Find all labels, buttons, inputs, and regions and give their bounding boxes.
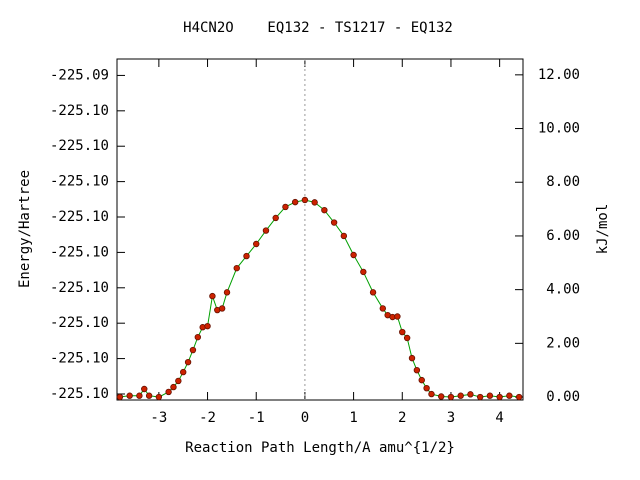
y2-tick-label: 10.00 <box>538 121 580 137</box>
y-tick-label: -225.10 <box>50 209 109 225</box>
x-tick-label: -1 <box>248 410 265 426</box>
data-point <box>340 232 348 240</box>
data-point <box>170 383 177 391</box>
data-point <box>175 377 182 385</box>
y-tick-label: -225.10 <box>50 138 109 154</box>
data-point <box>184 358 192 366</box>
data-point <box>403 334 411 342</box>
data-point <box>194 333 202 341</box>
data-point <box>209 292 216 300</box>
series-line <box>119 199 520 398</box>
data-point <box>408 354 416 362</box>
data-point <box>223 289 231 296</box>
data-point <box>311 199 318 206</box>
y2-tick-label: 8.00 <box>546 174 580 190</box>
data-point <box>438 393 445 400</box>
data-point <box>141 385 148 393</box>
chart-title: H4CN2O EQ132 - TS1217 - EQ132 <box>183 20 453 36</box>
data-point <box>423 384 430 392</box>
data-point <box>165 388 172 396</box>
data-point <box>218 305 226 312</box>
data-point <box>399 328 406 336</box>
y-tick-label: -225.10 <box>50 280 109 296</box>
data-point <box>379 305 386 312</box>
y-tick-label: -225.10 <box>50 315 109 331</box>
data-point <box>486 392 494 399</box>
data-point <box>291 198 299 206</box>
data-point <box>301 196 309 204</box>
x-tick-label: -2 <box>199 410 216 426</box>
data-point <box>253 240 260 248</box>
data-point <box>447 393 455 401</box>
y-tick-label: -225.09 <box>50 67 109 83</box>
x-tick-label: 4 <box>495 410 503 426</box>
y2-axis-label: kJ/mol <box>595 204 611 255</box>
y-tick-label: -225.10 <box>50 351 109 367</box>
data-point <box>360 268 367 276</box>
data-point <box>394 313 401 320</box>
data-point <box>369 289 377 296</box>
data-point <box>457 392 464 399</box>
data-point <box>428 390 435 398</box>
y-tick-label: -225.10 <box>50 386 109 402</box>
y2-tick-label: 12.00 <box>538 67 580 83</box>
data-point <box>243 252 250 260</box>
x-tick-label: 0 <box>301 410 309 426</box>
data-point <box>136 392 143 399</box>
x-tick-label: -3 <box>150 410 167 426</box>
data-point <box>126 392 133 399</box>
x-axis-label: Reaction Path Length/A amu^{1/2} <box>185 440 455 456</box>
data-point <box>145 392 153 399</box>
y-tick-label: -225.10 <box>50 103 109 119</box>
x-tick-label: 2 <box>398 410 406 426</box>
data-point <box>272 214 279 222</box>
data-point <box>476 393 484 401</box>
data-point <box>155 393 163 401</box>
data-point <box>413 366 421 374</box>
y2-tick-label: 4.00 <box>546 282 580 298</box>
data-point <box>515 393 523 401</box>
y-tick-label: -225.10 <box>50 174 109 190</box>
x-tick-label: 3 <box>447 410 455 426</box>
plot-frame <box>116 58 524 401</box>
y-tick-label: -225.10 <box>50 244 109 260</box>
data-point <box>180 368 187 376</box>
data-point <box>330 219 338 226</box>
data-point <box>496 393 503 401</box>
data-point <box>262 227 270 234</box>
data-point <box>321 206 328 214</box>
data-point <box>467 391 474 398</box>
data-point <box>418 376 425 384</box>
data-point <box>116 393 124 401</box>
data-point <box>282 203 289 211</box>
data-point <box>350 251 357 259</box>
y2-tick-label: 6.00 <box>546 228 580 244</box>
data-point <box>233 264 240 272</box>
x-tick-label: 1 <box>349 410 357 426</box>
y-axis-label: Energy/Hartree <box>17 170 33 288</box>
data-point <box>189 346 197 354</box>
data-point <box>204 322 211 330</box>
y2-tick-label: 0.00 <box>546 389 580 405</box>
data-point <box>506 392 513 399</box>
y2-tick-label: 2.00 <box>546 335 580 351</box>
